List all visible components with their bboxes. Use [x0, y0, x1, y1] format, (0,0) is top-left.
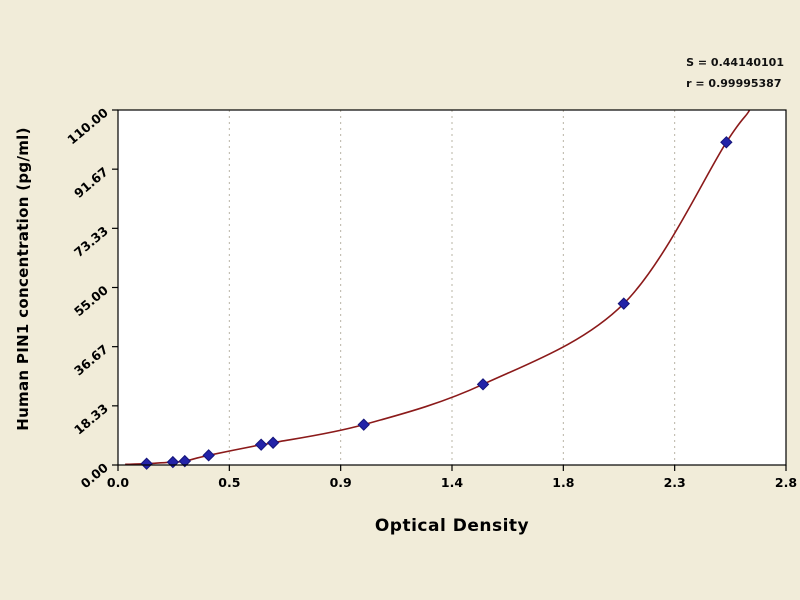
y-tick-label: 55.00 [71, 282, 111, 319]
x-tick-label: 0.9 [330, 475, 352, 490]
y-tick-label: 18.33 [71, 401, 111, 438]
x-tick-label: 1.4 [441, 475, 463, 490]
data-point [266, 436, 280, 449]
data-point [202, 449, 215, 462]
fit-statistic-s: S = 0.44140101 [686, 56, 784, 69]
data-point [617, 297, 630, 310]
x-axis-title: Optical Density [374, 516, 530, 536]
x-tick-label: 2.3 [664, 475, 686, 490]
data-point [720, 136, 733, 149]
data-point [476, 378, 490, 391]
x-tick-label: 0.5 [218, 475, 240, 490]
y-tick-label: 73.33 [71, 223, 111, 260]
data-point [357, 418, 370, 431]
data-point [254, 438, 268, 451]
fit-statistic-r: r = 0.99995387 [686, 77, 782, 91]
x-tick-label: 2.8 [775, 475, 797, 490]
y-tick-label: 36.67 [71, 341, 111, 378]
data-point [140, 457, 153, 470]
y-tick-label: 110.00 [64, 105, 111, 148]
y-axis-title: Human PIN1 concentration (pg/ml) [14, 127, 32, 431]
data-point [178, 454, 192, 468]
x-tick-label: 1.8 [552, 475, 574, 490]
fit-statistics: S = 0.44140101 r = 0.99995387 [686, 52, 784, 95]
x-tick-label: 0.0 [107, 475, 129, 490]
y-tick-label: 91.67 [71, 164, 111, 201]
